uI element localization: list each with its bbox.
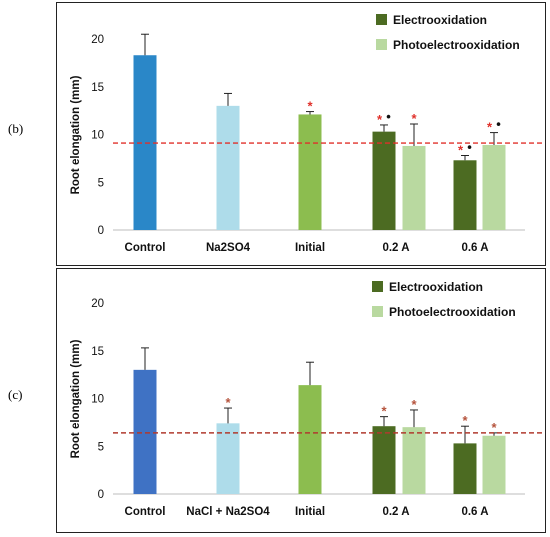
x-category-label: Initial <box>295 242 325 254</box>
bar <box>372 131 396 230</box>
y-tick-label: 5 <box>98 441 104 453</box>
significance-star: * <box>377 112 383 127</box>
x-category-label: Control <box>125 506 166 518</box>
significance-star: * <box>381 404 387 419</box>
x-category-label: Control <box>125 242 166 254</box>
y-tick-label: 15 <box>91 82 104 94</box>
x-category-label: Na2SO4 <box>206 242 251 254</box>
y-tick-label: 20 <box>91 298 104 310</box>
significance-dot: • <box>386 109 391 124</box>
significance-star: * <box>487 120 493 135</box>
significance-star: * <box>307 99 313 114</box>
y-tick-label: 0 <box>98 225 104 237</box>
significance-star: * <box>225 395 231 410</box>
y-tick-label: 5 <box>98 177 104 189</box>
bar <box>482 435 506 494</box>
legend-label: Photoelectrooxidation <box>393 38 520 52</box>
x-category-label: 0.2 A <box>382 506 409 518</box>
bar <box>453 443 477 494</box>
bar <box>298 114 322 230</box>
legend-swatch <box>376 39 387 50</box>
bar <box>453 160 477 230</box>
legend-label: Electrooxidation <box>389 280 483 294</box>
significance-star: * <box>411 397 417 412</box>
legend-label: Electrooxidation <box>393 13 487 27</box>
y-tick-label: 15 <box>91 346 104 358</box>
legend-swatch <box>376 14 387 25</box>
x-category-label: 0.6 A <box>461 506 488 518</box>
x-category-label: 0.6 A <box>461 242 488 254</box>
x-category-label: Initial <box>295 506 325 518</box>
bar <box>298 385 322 494</box>
bar <box>402 145 426 230</box>
significance-star: * <box>462 413 468 428</box>
bar <box>216 105 240 230</box>
y-axis-label: Root elongation (mm) <box>70 339 82 458</box>
significance-star: * <box>491 420 497 435</box>
significance-star: * <box>458 143 464 158</box>
y-tick-label: 20 <box>91 34 104 46</box>
y-tick-label: 10 <box>91 130 104 142</box>
y-tick-label: 0 <box>98 489 104 501</box>
x-category-label: NaCl + Na2SO4 <box>186 506 270 518</box>
panel-label-c: (c) <box>8 387 23 402</box>
x-category-label: 0.2 A <box>382 242 409 254</box>
bar <box>372 426 396 494</box>
significance-star: * <box>411 111 417 126</box>
y-axis-label: Root elongation (mm) <box>70 75 82 194</box>
legend-swatch <box>372 306 383 317</box>
y-tick-label: 10 <box>91 394 104 406</box>
bar <box>402 427 426 494</box>
significance-dot: • <box>467 140 472 155</box>
panel-label-b: (b) <box>8 121 24 136</box>
legend-label: Photoelectrooxidation <box>389 305 516 319</box>
bar <box>216 423 240 494</box>
significance-dot: • <box>496 117 501 132</box>
legend-swatch <box>372 281 383 292</box>
bar <box>482 145 506 230</box>
bar <box>133 369 157 494</box>
